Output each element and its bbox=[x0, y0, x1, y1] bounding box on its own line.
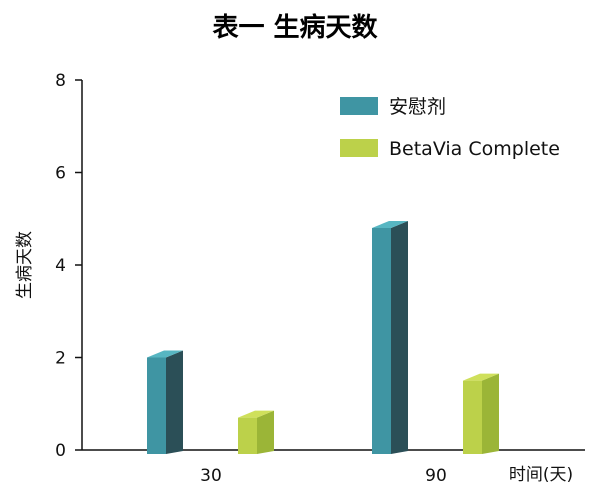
y-tick-label: 8 bbox=[55, 71, 66, 91]
bar-side-face bbox=[482, 373, 499, 454]
bar-top-face bbox=[372, 221, 408, 228]
x-tick-label: 90 bbox=[425, 466, 447, 486]
legend-label: BetaVia Complete bbox=[389, 138, 560, 160]
bar-front-face bbox=[238, 417, 257, 454]
legend: 安慰剂 BetaVia Complete bbox=[340, 96, 560, 160]
bar-front-face bbox=[463, 380, 482, 454]
legend-label: 安慰剂 bbox=[389, 96, 446, 118]
x-axis-label: 时间(天) bbox=[509, 465, 573, 485]
bar bbox=[238, 410, 274, 454]
x-tick-label: 30 bbox=[200, 466, 222, 486]
bar-side-face bbox=[391, 221, 408, 454]
chart-title: 表一 生病天数 bbox=[212, 13, 378, 43]
legend-swatch bbox=[340, 139, 378, 157]
bar bbox=[463, 373, 499, 454]
bar-front-face bbox=[147, 357, 166, 454]
bar-front-face bbox=[372, 228, 391, 454]
legend-swatch bbox=[340, 97, 378, 115]
y-tick-label: 2 bbox=[55, 349, 66, 369]
y-tick-label: 4 bbox=[55, 256, 66, 276]
x-ticks: 30 90 bbox=[200, 466, 447, 486]
bar-side-face bbox=[257, 410, 274, 454]
y-tick-label: 0 bbox=[55, 441, 66, 461]
bars bbox=[147, 221, 499, 454]
y-ticks: 0 2 4 6 8 bbox=[55, 71, 82, 461]
bar bbox=[147, 350, 183, 454]
bar-top-face bbox=[238, 410, 274, 418]
bar-side-face bbox=[166, 350, 183, 454]
y-axis-label: 生病天数 bbox=[15, 231, 35, 299]
bar-top-face bbox=[147, 350, 183, 358]
y-tick-label: 6 bbox=[55, 164, 66, 184]
bar-top-face bbox=[463, 373, 499, 381]
bar bbox=[372, 221, 408, 454]
